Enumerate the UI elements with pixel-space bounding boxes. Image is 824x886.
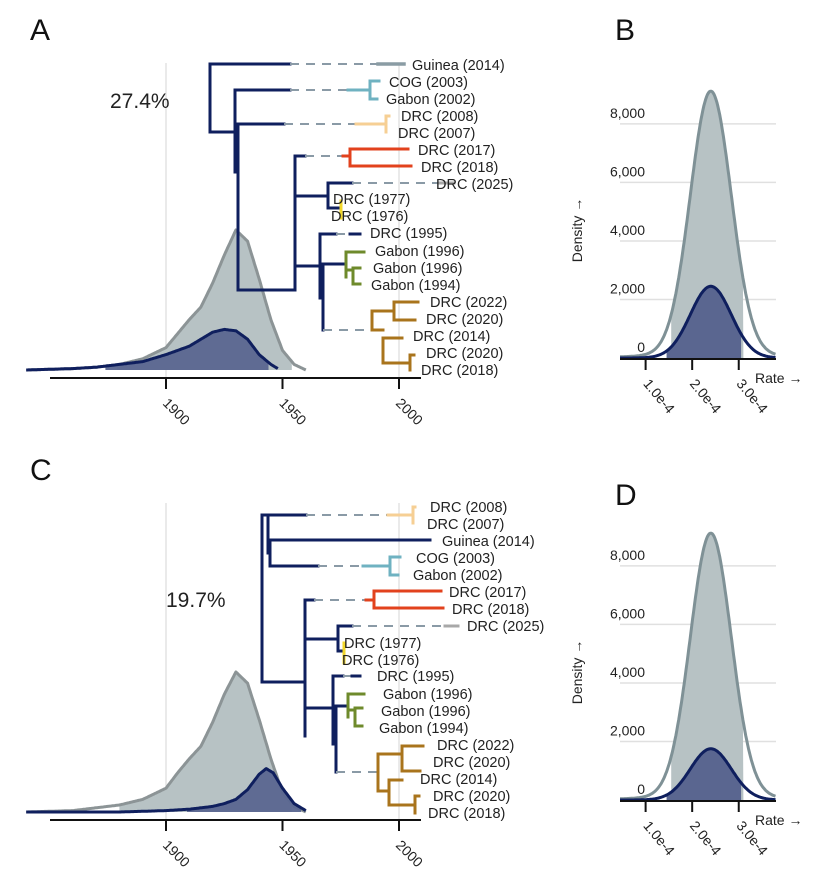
x-axis-label: Rate → xyxy=(755,370,802,386)
x-tick-label: 2.0e-4 xyxy=(687,376,725,417)
root-age-density-a xyxy=(25,228,307,372)
y-tick-label: 8,000 xyxy=(610,105,645,121)
phylogeny-a: Guinea (2014)COG (2003)Gabon (2002)DRC (… xyxy=(208,58,513,379)
tip-label: DRC (2020) xyxy=(433,755,510,771)
y-axis-label: Density → xyxy=(569,198,585,263)
posterior-hpd-area xyxy=(666,748,742,800)
tip-label: DRC (2017) xyxy=(418,143,495,159)
tip-label: DRC (2007) xyxy=(427,517,504,533)
x-tick-label: 1900 xyxy=(160,837,193,870)
panel-letter-b: B xyxy=(615,14,635,47)
y-tick-label: 0 xyxy=(637,781,645,797)
y-tick-label: 6,000 xyxy=(610,605,645,621)
tip-label: DRC (2025) xyxy=(436,177,513,193)
vgrid-a xyxy=(165,63,400,378)
posterior-density-line xyxy=(620,284,776,360)
tip-label: Gabon (1996) xyxy=(375,244,464,260)
posterior-density-line xyxy=(620,747,776,802)
tip-label: Gabon (1994) xyxy=(379,721,468,737)
tip-label: DRC (2020) xyxy=(426,346,503,362)
x-axis-label: Rate → xyxy=(755,812,802,828)
time-axis-a: 1900 1950 2000 xyxy=(50,377,426,428)
tip-label: Gabon (1994) xyxy=(371,278,460,294)
x-tick-label: 1950 xyxy=(276,837,309,870)
tip-label: DRC (2020) xyxy=(433,789,510,805)
root-percentage-a: 27.4% xyxy=(110,90,170,113)
tip-label: Gabon (1996) xyxy=(381,704,470,720)
tip-label: DRC (2022) xyxy=(437,738,514,754)
x-tick-label: 1950 xyxy=(276,395,309,428)
posterior-density-line xyxy=(25,327,279,372)
x-tick-label: 2.0e-4 xyxy=(687,818,725,859)
posterior-hpd-area xyxy=(186,768,302,812)
tip-label: DRC (2022) xyxy=(430,295,507,311)
prior-density-line xyxy=(620,89,776,359)
y-tick-label: 4,000 xyxy=(610,664,645,680)
tip-label: Gabon (1996) xyxy=(373,261,462,277)
tip-label: DRC (1976) xyxy=(342,653,419,669)
x-tick-label: 1.0e-4 xyxy=(640,818,678,859)
tip-label: COG (2003) xyxy=(389,75,468,91)
tip-label: Gabon (2002) xyxy=(386,92,475,108)
y-tick-label: 4,000 xyxy=(610,222,645,238)
tip-label: DRC (2008) xyxy=(401,109,478,125)
tip-label: Guinea (2014) xyxy=(412,58,505,74)
prior-density-line xyxy=(620,531,776,801)
tip-label: DRC (2020) xyxy=(426,312,503,328)
y-tick-label: 6,000 xyxy=(610,163,645,179)
root-age-density-c xyxy=(25,670,307,814)
tip-label: DRC (2018) xyxy=(428,806,505,822)
panel-letter-d: D xyxy=(615,479,637,512)
panel-letter-a: A xyxy=(30,14,50,47)
tip-label: DRC (2018) xyxy=(452,602,529,618)
prior-hpd-area xyxy=(119,672,292,812)
tip-label: DRC (1977) xyxy=(333,192,410,208)
tip-label: DRC (1995) xyxy=(370,226,447,242)
tip-label: DRC (2018) xyxy=(421,160,498,176)
x-tick-label: 1.0e-4 xyxy=(640,376,678,417)
panel-letter-c: C xyxy=(30,454,52,487)
posterior-hpd-area xyxy=(105,329,269,370)
phylogeny-c: DRC (2008)DRC (2007)Guinea (2014)COG (20… xyxy=(260,500,544,822)
tip-label: DRC (2008) xyxy=(430,500,507,516)
tip-label: DRC (1977) xyxy=(344,636,421,652)
x-tick-label: 2000 xyxy=(393,395,426,428)
tip-label: DRC (2014) xyxy=(420,772,497,788)
time-axis-c: 1900 1950 2000 xyxy=(50,819,426,870)
root-percentage-c: 19.7% xyxy=(166,589,226,612)
tip-label: Guinea (2014) xyxy=(442,534,535,550)
tip-label: DRC (2007) xyxy=(398,126,475,142)
tip-label: DRC (1995) xyxy=(377,669,454,685)
panel-c: C 1900 1950 2000 DRC (2008)DRC (2007)Guine… xyxy=(25,454,544,870)
tip-label: COG (2003) xyxy=(416,551,495,567)
y-tick-label: 2,000 xyxy=(610,280,645,296)
y-tick-label: 8,000 xyxy=(610,547,645,563)
tip-label: Gabon (1996) xyxy=(383,687,472,703)
y-tick-label: 0 xyxy=(637,339,645,355)
tip-label: DRC (2018) xyxy=(421,363,498,379)
y-tick-label: 2,000 xyxy=(610,722,645,738)
x-tick-label: 2000 xyxy=(393,837,426,870)
tip-label: DRC (2014) xyxy=(413,329,490,345)
x-tick-label: 1900 xyxy=(160,395,193,428)
tip-label: Gabon (2002) xyxy=(413,568,502,584)
posterior-hpd-area xyxy=(666,286,742,358)
y-axis-label: Density → xyxy=(569,640,585,705)
tip-label: DRC (1976) xyxy=(331,209,408,225)
panel-a: A 1900 1950 2000 Guinea (2014)COG (2003)Ga… xyxy=(25,14,513,428)
posterior-density-line xyxy=(25,767,307,814)
tip-label: DRC (2017) xyxy=(449,585,526,601)
tip-label: DRC (2025) xyxy=(467,619,544,635)
